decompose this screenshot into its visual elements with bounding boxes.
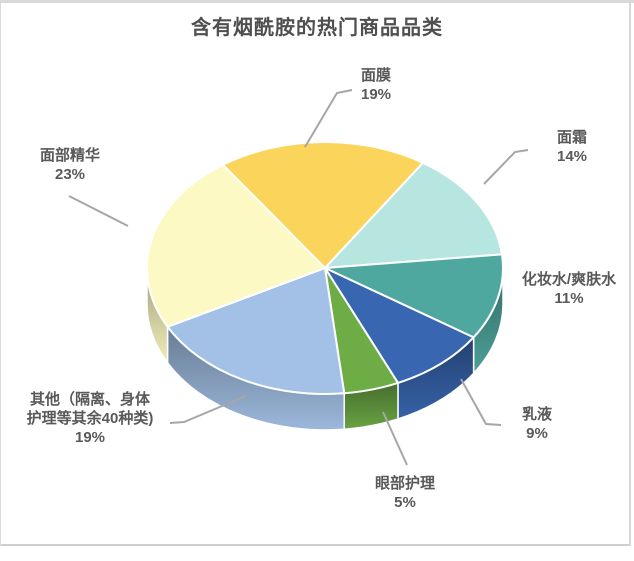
slice-label-line: 面部精华 [39,147,100,164]
pie-slice-1 [324,161,503,269]
slice-label-2: 化妆水/爽肤水 11% [505,270,633,308]
frame-border-right [629,0,631,546]
pie-slice-2 [324,253,504,339]
slice-label-line: 乳液 [521,406,552,423]
pie-top-faces [146,141,504,395]
slice-label-0: 面膜 19% [316,66,436,104]
slice-label-line: 5% [394,494,416,511]
pie-slice-3 [324,267,475,384]
slice-label-4: 眼部护理 5% [345,474,465,512]
leader-line-0 [304,89,353,148]
frame-border-left [0,0,1,546]
slice-label-5: 其他（隔离、身体 护理等其余40种类) 19% [8,390,172,447]
slice-label-line: 面霜 [556,129,587,146]
leader-line-6 [68,195,129,227]
slice-label-line: 其他（隔离、身体 [29,391,150,408]
frame-border-top [0,0,634,3]
pie-slice-6 [146,163,326,328]
slice-label-line: 9% [526,425,548,442]
slice-label-1: 面霜 14% [512,128,632,166]
leader-line-3 [460,378,502,426]
slice-label-line: 面膜 [360,67,391,84]
pie-slice-0 [221,141,424,269]
slice-label-line: 19% [360,86,392,103]
slice-label-line: 眼部护理 [374,475,435,492]
leader-line-5 [169,395,247,424]
slice-label-line: 14% [556,148,588,165]
leader-line-1 [483,149,529,185]
slice-label-6: 面部精华 23% [10,146,130,184]
slice-label-line: 11% [554,290,584,307]
slice-label-line: 护理等其余40种类) [26,410,154,427]
leader-lines [68,89,529,466]
frame-border-bottom [0,544,631,546]
slice-label-line: 化妆水/爽肤水 [521,271,617,288]
slice-label-line: 23% [54,166,86,183]
leader-line-4 [382,411,408,466]
slice-label-3: 乳液 9% [477,405,597,443]
pie-slice-5 [166,267,346,395]
slice-label-line: 19% [74,429,106,446]
chart-title: 含有烟酰胺的热门商品品类 [191,17,443,39]
